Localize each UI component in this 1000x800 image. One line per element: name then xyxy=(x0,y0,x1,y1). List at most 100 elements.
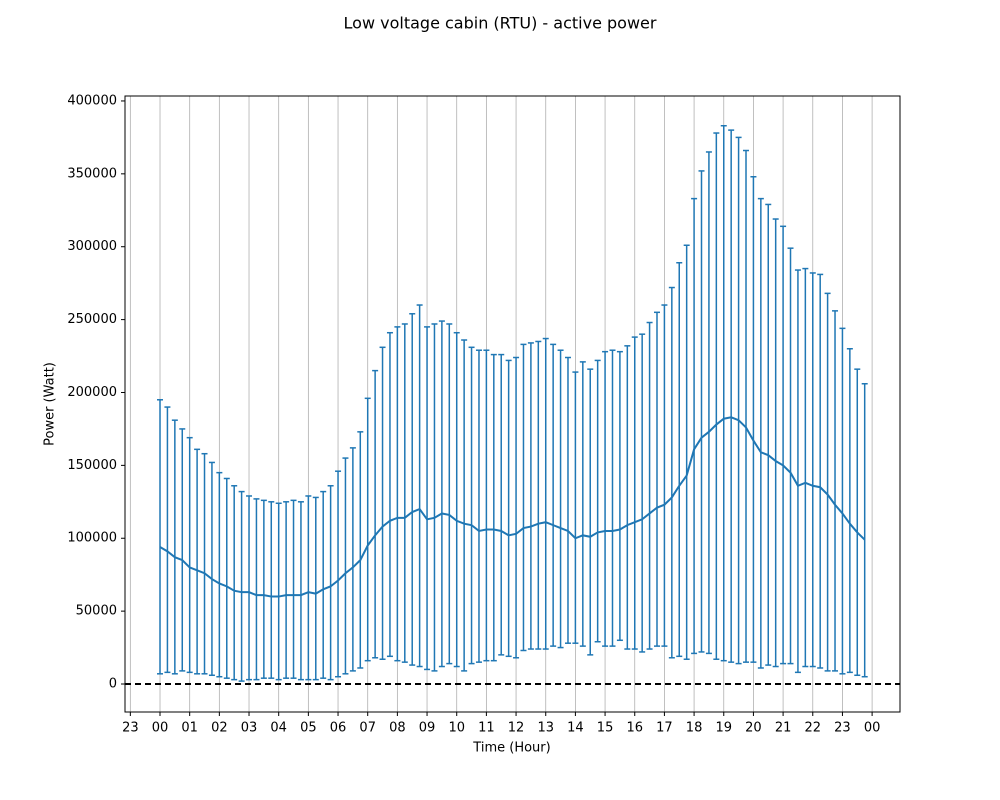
error-bar xyxy=(691,197,698,655)
error-bar xyxy=(557,349,564,649)
error-bar xyxy=(246,495,253,681)
error-bar xyxy=(564,356,571,644)
x-tick-label: 01 xyxy=(181,721,198,736)
error-bar xyxy=(676,262,683,658)
error-bar xyxy=(832,310,839,672)
error-bar xyxy=(171,419,178,675)
error-bar xyxy=(668,286,675,659)
error-bar xyxy=(164,406,171,674)
x-tick-label: 21 xyxy=(775,721,792,736)
y-tick-label: 400000 xyxy=(67,93,117,108)
x-tick-label: 12 xyxy=(508,721,525,736)
x-tick-label: 02 xyxy=(211,721,228,736)
x-tick-label: 14 xyxy=(567,721,584,736)
x-tick-label: 20 xyxy=(745,721,762,736)
error-bar xyxy=(453,331,460,668)
error-bar xyxy=(208,461,215,677)
error-bar xyxy=(216,471,223,678)
y-tick-label: 0 xyxy=(109,677,117,692)
error-bar xyxy=(602,350,609,647)
x-tick-label: 05 xyxy=(300,721,317,736)
error-bar xyxy=(461,339,468,672)
error-bar xyxy=(839,327,846,675)
x-tick-label: 07 xyxy=(359,721,376,736)
error-bar xyxy=(535,340,542,650)
error-bar xyxy=(809,272,816,668)
error-bar xyxy=(572,371,579,644)
error-bar xyxy=(431,323,438,672)
error-bar xyxy=(720,124,727,662)
x-tick-label: 00 xyxy=(864,721,881,736)
error-bar xyxy=(253,498,260,681)
error-bar xyxy=(424,326,431,671)
error-bar xyxy=(349,447,356,672)
error-bar xyxy=(780,225,787,665)
x-tick-label: 06 xyxy=(330,721,347,736)
error-bar xyxy=(757,197,764,669)
error-bar xyxy=(542,337,549,650)
error-bar xyxy=(728,129,735,663)
error-bar xyxy=(238,490,245,682)
error-bar xyxy=(794,269,801,674)
error-bar xyxy=(639,333,646,653)
plot-frame xyxy=(124,95,901,713)
error-bar xyxy=(386,331,393,658)
error-bar xyxy=(342,457,349,675)
error-bar xyxy=(305,495,312,681)
error-bar xyxy=(186,436,193,674)
error-bar xyxy=(157,399,164,675)
error-bar xyxy=(743,149,750,663)
x-axis-label: Time (Hour) xyxy=(472,741,550,756)
x-tick-label: 04 xyxy=(270,721,287,736)
error-bar xyxy=(750,176,757,663)
error-bar xyxy=(379,346,386,660)
x-tick-label: 10 xyxy=(448,721,465,736)
error-bar xyxy=(661,304,668,647)
error-bar xyxy=(194,448,201,675)
y-tick-label: 50000 xyxy=(76,604,117,619)
error-bar xyxy=(312,496,319,681)
error-bar xyxy=(646,321,653,650)
error-bar xyxy=(416,304,423,668)
y-axis-label: Power (Watt) xyxy=(43,362,58,446)
error-bar xyxy=(594,359,601,643)
error-bar xyxy=(438,320,445,668)
y-tick-label: 100000 xyxy=(67,531,117,546)
x-tick-label: 16 xyxy=(626,721,643,736)
error-bar xyxy=(846,348,853,674)
error-bar xyxy=(283,501,290,679)
error-bar xyxy=(505,359,512,658)
error-bar xyxy=(587,368,594,656)
error-bar xyxy=(357,431,364,669)
error-bar xyxy=(653,311,660,647)
error-bar xyxy=(698,170,705,653)
error-bar xyxy=(631,336,638,650)
error-bar xyxy=(409,313,416,666)
y-tick-label: 350000 xyxy=(67,166,117,181)
error-bar xyxy=(624,345,631,650)
error-bar xyxy=(446,323,453,665)
mean-line xyxy=(159,416,866,598)
error-bar xyxy=(275,502,282,681)
x-tick-label: 00 xyxy=(152,721,169,736)
error-bar xyxy=(179,428,186,672)
chart-title: Low voltage cabin (RTU) - active power xyxy=(344,14,657,33)
error-bar xyxy=(335,470,342,678)
error-bar xyxy=(320,490,327,679)
error-bar xyxy=(201,452,208,675)
x-tick-label: 19 xyxy=(715,721,732,736)
y-tick-label: 150000 xyxy=(67,458,117,473)
x-tick-label: 15 xyxy=(597,721,614,736)
error-bar xyxy=(468,346,475,665)
error-bar xyxy=(609,349,616,647)
x-tick-label: 03 xyxy=(241,721,258,736)
x-tick-label: 11 xyxy=(478,721,495,736)
x-tick-label: 22 xyxy=(804,721,821,736)
error-bar xyxy=(861,382,868,678)
error-bar xyxy=(513,356,520,659)
error-bar xyxy=(817,273,824,669)
error-bar xyxy=(713,132,720,660)
error-bar xyxy=(802,267,809,668)
y-tick-label: 200000 xyxy=(67,385,117,400)
error-bar xyxy=(772,218,779,668)
